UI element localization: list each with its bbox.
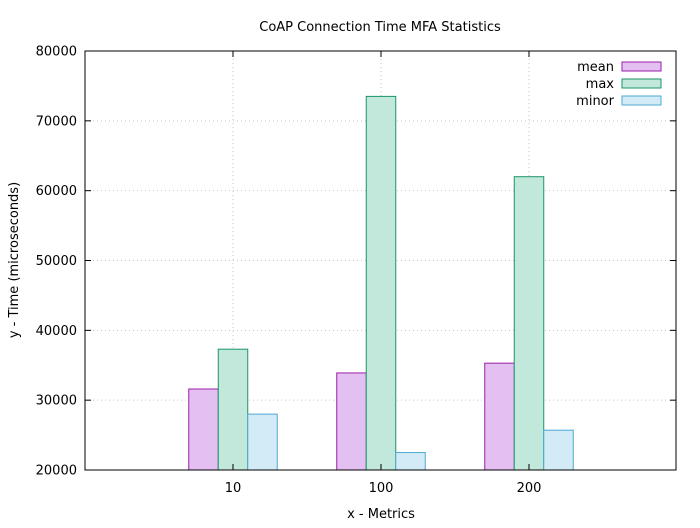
bar-mean-200 [484, 362, 515, 471]
bar-max-10 [217, 348, 249, 471]
y-tick-label: 40000 [36, 324, 77, 339]
grid [85, 51, 676, 470]
legend-swatch-mean [621, 61, 662, 72]
y-tick-label: 30000 [36, 394, 77, 409]
bar-minor-200 [543, 429, 574, 471]
bar-max-200 [513, 176, 545, 471]
bar-minor-100 [395, 452, 426, 471]
x-tick-label: 10 [225, 481, 242, 496]
legend-swatch-minor [621, 95, 662, 106]
y-tick-label: 50000 [36, 254, 77, 269]
bar-minor-10 [247, 413, 278, 471]
legend-swatch-max [621, 78, 662, 89]
y-tick-label: 20000 [36, 464, 77, 479]
bars [188, 95, 574, 471]
y-tick-label: 80000 [36, 45, 77, 60]
legend-label-minor: minor [576, 94, 614, 109]
x-tick-label: 100 [369, 481, 394, 496]
y-axis-label: y - Time (microseconds) [7, 182, 22, 338]
x-axis-label: x - Metrics [347, 507, 415, 522]
legend-label-mean: mean [577, 60, 614, 75]
bar-mean-10 [188, 388, 219, 471]
chart-title: CoAP Connection Time MFA Statistics [259, 20, 501, 35]
y-tick-label: 70000 [36, 114, 77, 129]
x-tick-label: 200 [517, 481, 542, 496]
y-tick-label: 60000 [36, 184, 77, 199]
legend-label-max: max [586, 77, 615, 92]
legend: mean max minor [576, 60, 662, 109]
axis-ticks: 20000 30000 40000 50000 60000 70000 80000 10 100… [36, 45, 676, 496]
bar-max-100 [365, 95, 397, 471]
bar-mean-100 [336, 372, 367, 471]
